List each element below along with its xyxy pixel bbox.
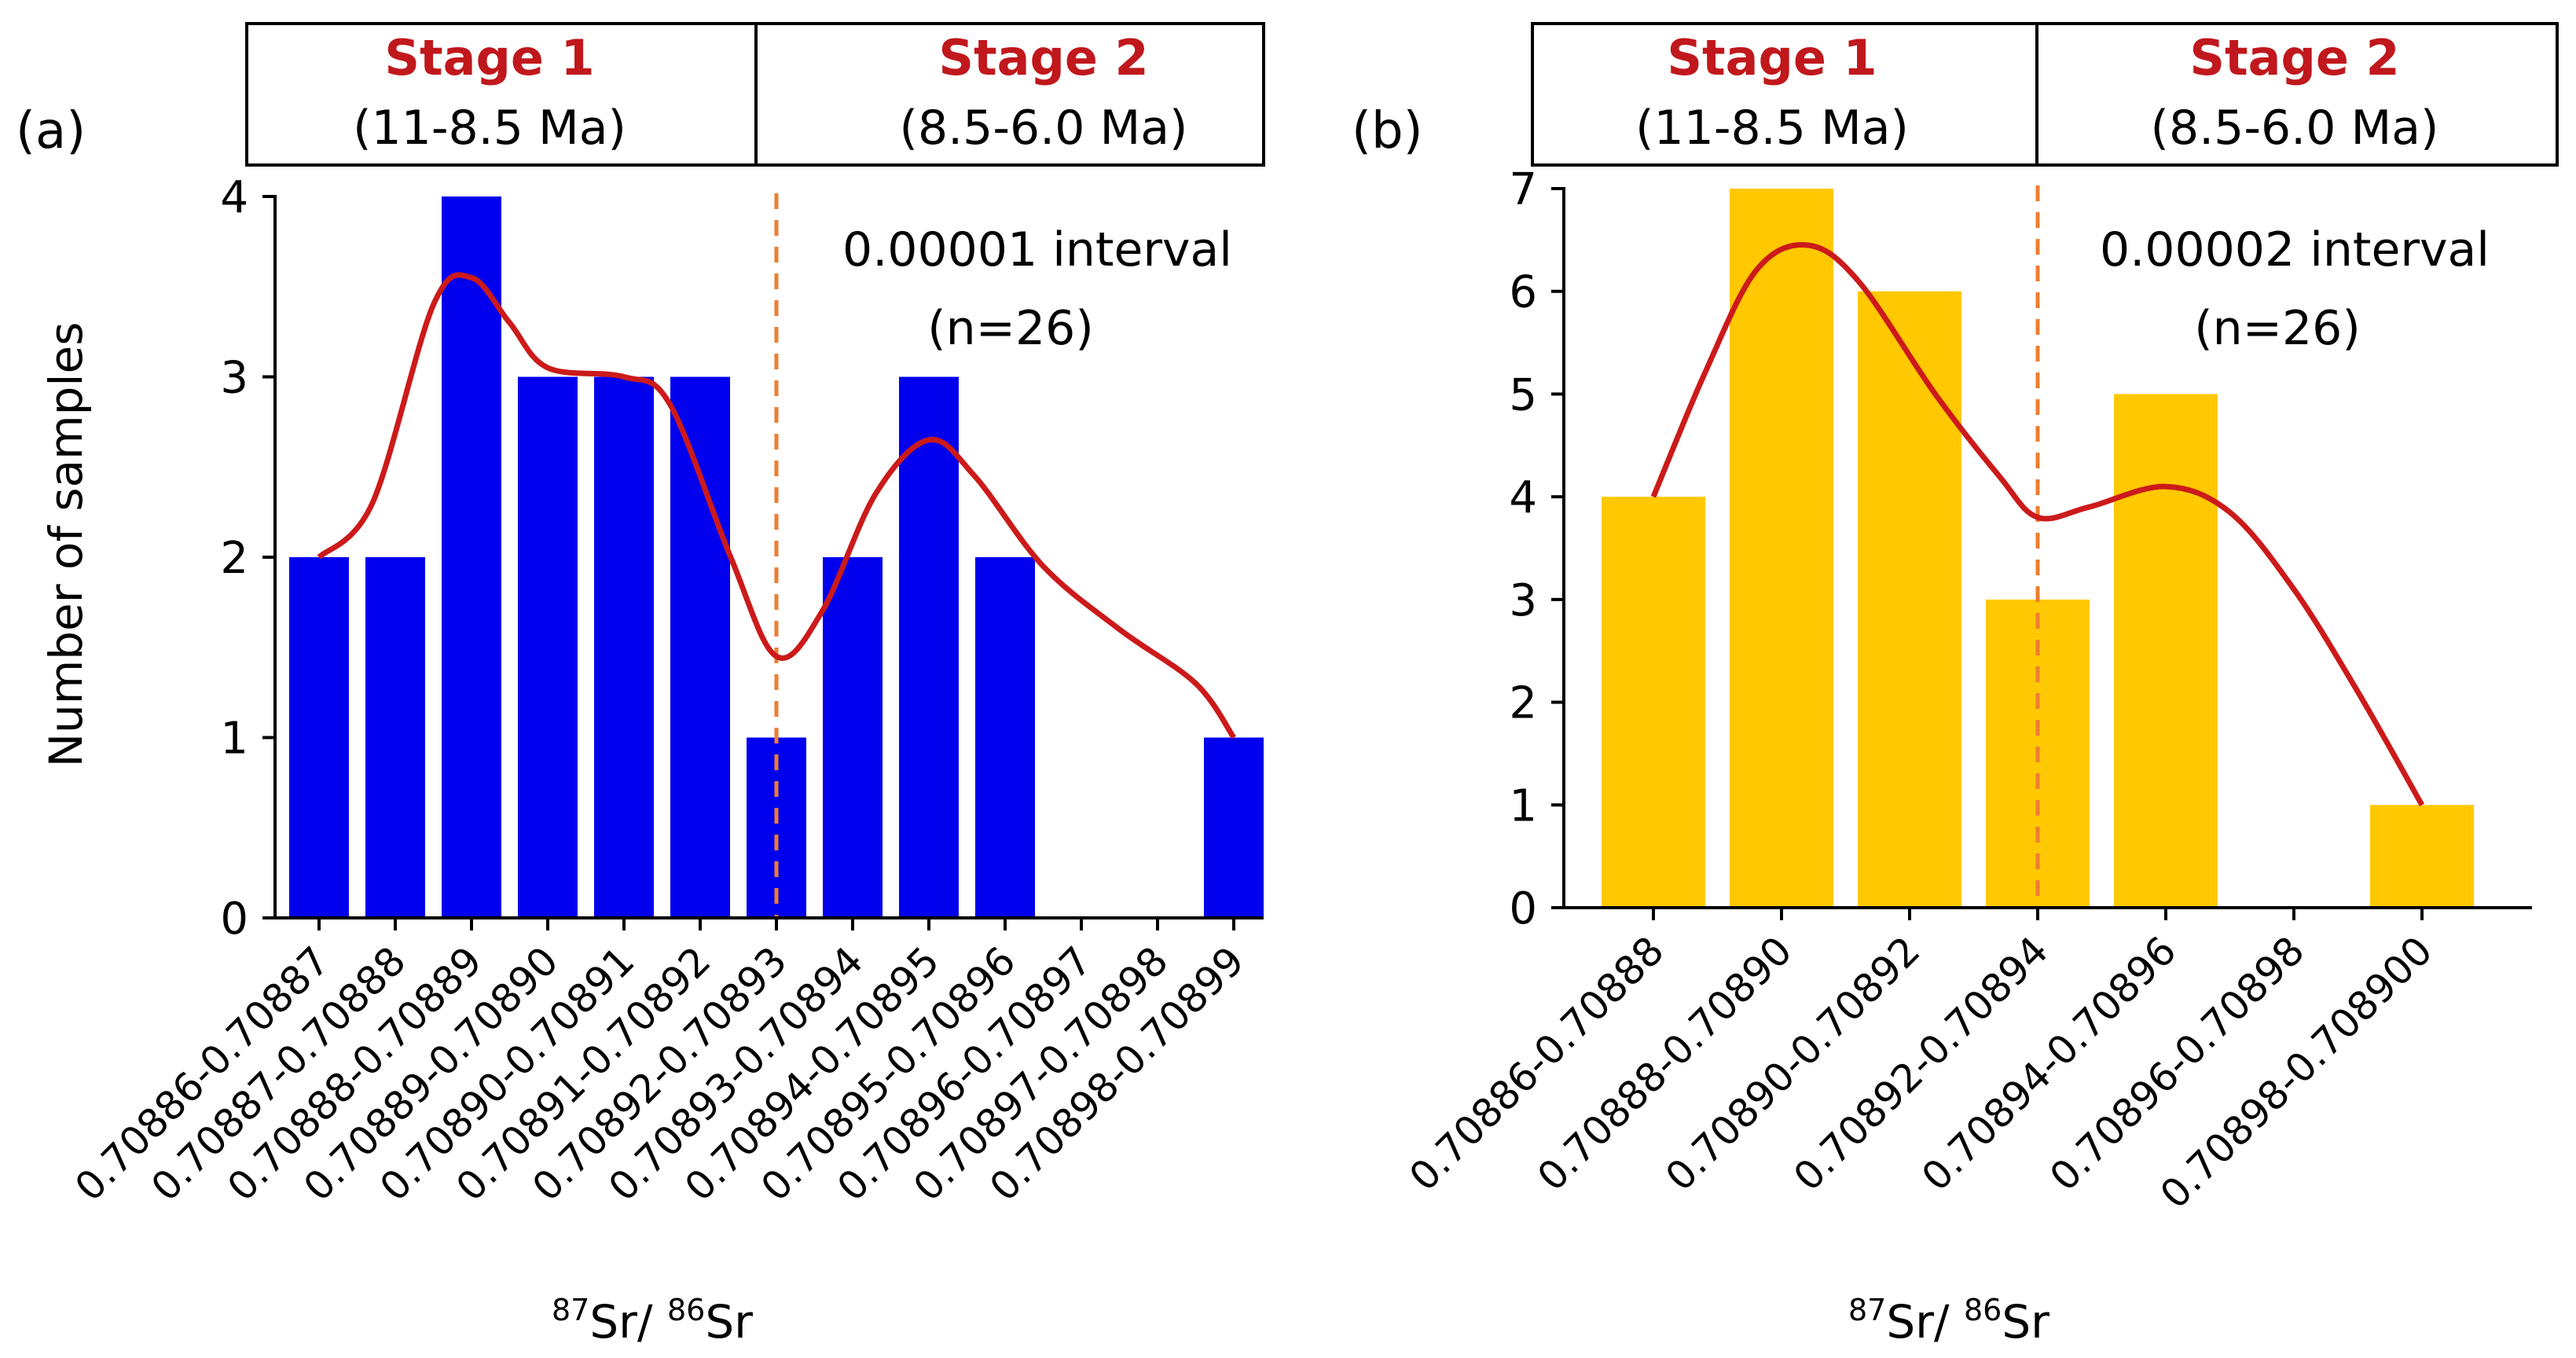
bar-b-6	[2370, 805, 2474, 908]
x-categories-b: 0.70886-0.708880.70888-0.708900.70890-0.…	[1400, 908, 2441, 1217]
bar-b-1	[1730, 189, 1833, 908]
bar-a-7	[823, 557, 883, 918]
stage1-range-b: (11-8.5 Ma)	[1635, 101, 1909, 156]
y-tick-label-a-2: 2	[220, 533, 248, 584]
bar-a-3	[518, 376, 578, 918]
stage1-range-a: (11-8.5 Ma)	[353, 101, 626, 156]
y-tick-label-a-1: 1	[220, 714, 248, 765]
n-label-b: (n=26)	[2194, 301, 2360, 356]
bars-a	[289, 196, 1264, 918]
y-tick-label-b-4: 4	[1509, 472, 1537, 523]
bar-b-0	[1602, 497, 1705, 908]
bar-a-0	[289, 557, 349, 918]
bar-a-5	[670, 376, 730, 918]
stage2-range-b: (8.5-6.0 Ma)	[2151, 101, 2439, 156]
smooth-curve-a	[317, 272, 1236, 740]
y-tick-label-a-4: 4	[220, 172, 248, 223]
axes-b	[1562, 187, 2532, 909]
bar-b-4	[2114, 394, 2218, 908]
panel-a: Stage 1 (11-8.5 Ma) Stage 2 (8.5-6.0 Ma)…	[16, 22, 1265, 1349]
y-tick-label-b-1: 1	[1509, 780, 1537, 831]
bars-b	[1602, 189, 2474, 908]
stage-box-b	[1531, 22, 2559, 167]
y-tick-label-b-2: 2	[1509, 678, 1537, 729]
bar-b-2	[1858, 291, 1961, 908]
y-tick-label-a-0: 0	[220, 894, 248, 945]
panel-b: Stage 1 (11-8.5 Ma) Stage 2 (8.5-6.0 Ma)…	[1352, 22, 2559, 1349]
stage1-title-a: Stage 1	[384, 29, 594, 86]
interval-label-b: 0.00002 interval	[2100, 222, 2490, 277]
x-axis-label-b: 87Sr/ 86Sr	[1848, 1293, 2049, 1349]
axes-a	[273, 195, 1264, 919]
y-axis-label-a: Number of samples	[39, 322, 93, 768]
y-tick-label-b-6: 6	[1509, 267, 1537, 318]
stage1-title-b: Stage 1	[1667, 29, 1877, 86]
y-ticks-b: 0 1 2 3 4 5 6 7	[1509, 164, 1564, 934]
y-tick-label-b-0: 0	[1509, 883, 1537, 934]
stage2-range-a: (8.5-6.0 Ma)	[900, 101, 1188, 156]
stage2-title-a: Stage 2	[938, 29, 1148, 86]
bar-a-2	[442, 196, 501, 918]
y-tick-label-b-3: 3	[1509, 575, 1537, 626]
y-tick-label-b-7: 7	[1509, 164, 1537, 215]
smooth-curve-b	[1650, 242, 2425, 807]
n-label-a: (n=26)	[927, 301, 1093, 356]
x-axis-label-a: 87Sr/ 86Sr	[552, 1293, 753, 1349]
bar-a-4	[594, 376, 654, 918]
bar-a-12	[1204, 737, 1264, 918]
panel-label-a: (a)	[16, 102, 86, 160]
bar-a-8	[899, 376, 959, 918]
y-tick-label-a-3: 3	[220, 353, 248, 404]
stage2-title-b: Stage 2	[2189, 29, 2399, 86]
bar-a-9	[975, 557, 1035, 918]
y-ticks-a: 0 1 2 3 4	[220, 172, 275, 945]
x-categories-a: 0.70886-0.708870.70887-0.708880.70888-0.…	[66, 918, 1253, 1210]
panel-label-b: (b)	[1352, 102, 1423, 160]
y-tick-label-b-5: 5	[1509, 369, 1537, 420]
bar-a-1	[365, 557, 425, 918]
interval-label-a: 0.00001 interval	[842, 222, 1232, 277]
